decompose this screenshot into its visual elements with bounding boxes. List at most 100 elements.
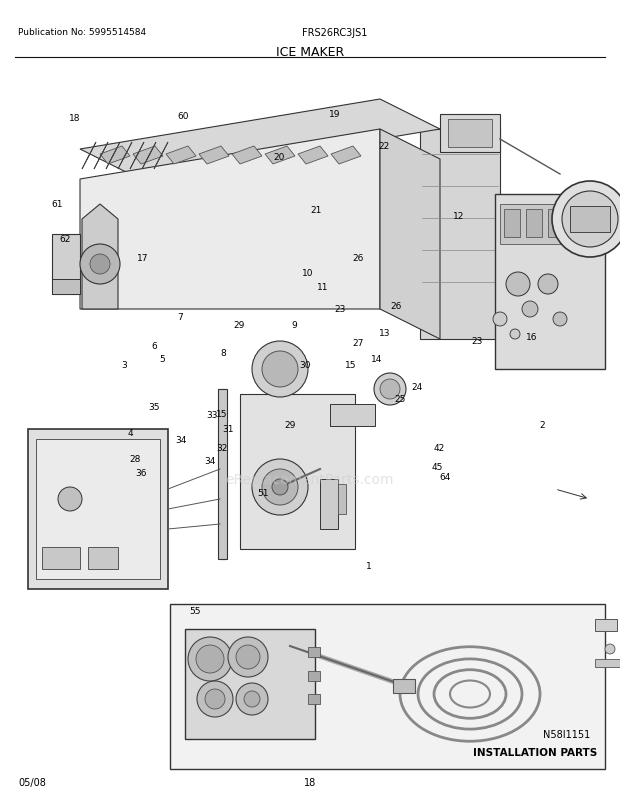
Bar (548, 210, 564, 237)
Polygon shape (166, 147, 196, 164)
Text: 3: 3 (121, 360, 127, 370)
Text: Publication No: 5995514584: Publication No: 5995514584 (18, 28, 146, 37)
Text: 61: 61 (51, 200, 63, 209)
Bar (393, 679, 415, 693)
Bar (308, 647, 320, 657)
Circle shape (197, 681, 233, 717)
Text: 11: 11 (317, 282, 328, 292)
Text: 55: 55 (190, 606, 201, 616)
Text: 32: 32 (216, 443, 228, 452)
Bar (495, 195, 605, 370)
Text: 34: 34 (204, 456, 215, 466)
Text: INSTALLATION PARTS: INSTALLATION PARTS (472, 747, 597, 757)
Text: 6: 6 (151, 342, 157, 351)
Text: 19: 19 (329, 109, 340, 119)
Bar (570, 210, 586, 237)
Circle shape (538, 274, 558, 294)
Text: 34: 34 (175, 435, 187, 444)
Bar (185, 630, 315, 739)
Text: 4: 4 (127, 428, 133, 438)
Bar (28, 429, 168, 589)
Circle shape (553, 313, 567, 326)
Text: 23: 23 (472, 336, 483, 346)
Polygon shape (100, 147, 130, 164)
Bar (220, 390, 225, 559)
Text: 30: 30 (299, 360, 311, 370)
Circle shape (262, 351, 298, 387)
Text: ICE MAKER: ICE MAKER (276, 46, 344, 59)
Polygon shape (265, 147, 295, 164)
Polygon shape (94, 143, 108, 170)
Circle shape (493, 313, 507, 326)
Circle shape (236, 683, 268, 715)
Text: 20: 20 (273, 152, 285, 162)
Circle shape (262, 469, 298, 505)
Text: 27: 27 (353, 338, 364, 348)
Bar (88, 547, 118, 569)
Circle shape (236, 645, 260, 669)
Polygon shape (118, 143, 132, 170)
Circle shape (58, 488, 82, 512)
Polygon shape (82, 205, 118, 310)
Text: 16: 16 (526, 332, 538, 342)
Circle shape (90, 255, 110, 274)
Bar (320, 480, 338, 529)
Text: 21: 21 (311, 205, 322, 215)
Bar (338, 484, 346, 514)
Bar (526, 210, 542, 237)
Polygon shape (130, 143, 144, 170)
Bar (218, 390, 227, 559)
Text: FRS26RC3JS1: FRS26RC3JS1 (303, 28, 368, 38)
Text: 31: 31 (223, 424, 234, 434)
Circle shape (522, 302, 538, 318)
Circle shape (374, 374, 406, 406)
Circle shape (196, 645, 224, 673)
Circle shape (228, 638, 268, 677)
Bar (595, 619, 617, 631)
Bar (440, 115, 500, 153)
Circle shape (252, 342, 308, 398)
Text: N58I1151: N58I1151 (542, 729, 590, 739)
Text: 35: 35 (148, 403, 159, 412)
Text: 36: 36 (136, 468, 147, 478)
Polygon shape (380, 130, 440, 339)
Text: 23: 23 (334, 304, 345, 314)
Bar (420, 130, 500, 339)
Text: 60: 60 (177, 111, 188, 121)
Text: 18: 18 (69, 114, 80, 124)
Text: 28: 28 (130, 454, 141, 464)
Text: 15: 15 (216, 409, 227, 419)
Polygon shape (80, 130, 380, 310)
Bar (36, 439, 160, 579)
Text: 26: 26 (353, 253, 364, 263)
Polygon shape (199, 147, 229, 164)
Circle shape (506, 273, 530, 297)
Polygon shape (82, 143, 96, 170)
Circle shape (605, 644, 615, 654)
Text: 62: 62 (60, 234, 71, 244)
Text: 10: 10 (303, 268, 314, 277)
Polygon shape (232, 147, 262, 164)
Text: 18: 18 (304, 777, 316, 787)
Text: 12: 12 (453, 212, 464, 221)
Polygon shape (142, 143, 156, 170)
Text: 64: 64 (440, 472, 451, 482)
Text: 17: 17 (137, 253, 148, 263)
Text: 1: 1 (366, 561, 372, 570)
Text: 51: 51 (258, 488, 269, 498)
Circle shape (244, 691, 260, 707)
Text: 25: 25 (394, 395, 405, 404)
Circle shape (188, 638, 232, 681)
Circle shape (552, 182, 620, 257)
Bar (170, 604, 605, 769)
Text: 22: 22 (379, 141, 390, 151)
Bar (52, 280, 80, 294)
Bar (448, 119, 492, 148)
Polygon shape (331, 147, 361, 164)
Text: eReplacementParts.com: eReplacementParts.com (226, 472, 394, 486)
Text: 24: 24 (411, 382, 422, 391)
Text: 14: 14 (371, 354, 383, 364)
Circle shape (272, 480, 288, 496)
Bar (500, 205, 598, 245)
Bar (595, 659, 620, 667)
